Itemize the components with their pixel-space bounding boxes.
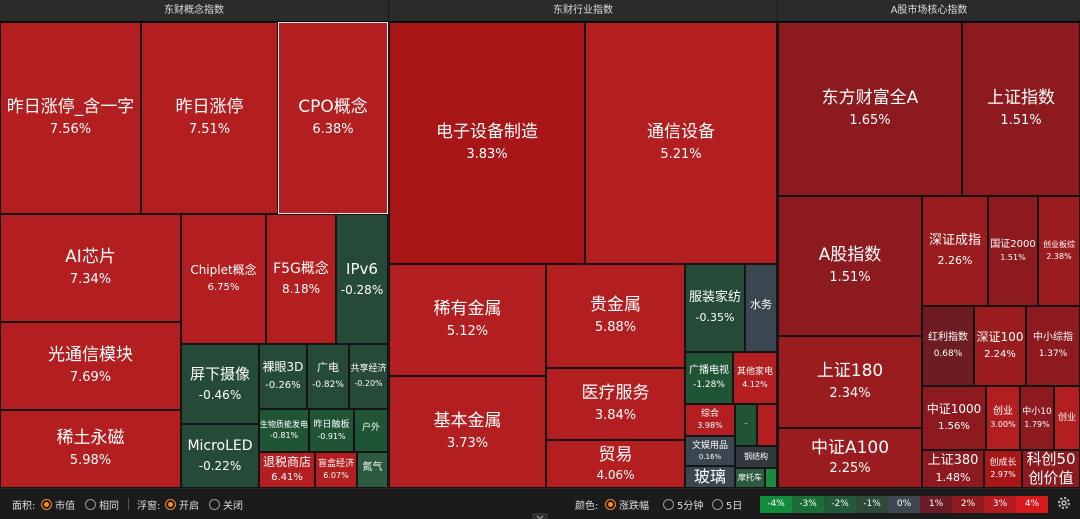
heatmap-tile[interactable]: 其他家电 4.12% bbox=[733, 352, 777, 404]
color-option-change[interactable]: 涨跌幅 bbox=[605, 496, 649, 512]
legend-swatch: 3% bbox=[984, 496, 1016, 513]
heatmap-tile[interactable] bbox=[765, 468, 777, 488]
heatmap-tile[interactable]: 水务 bbox=[745, 264, 777, 352]
heatmap-tile[interactable]: 中小10 1.79% bbox=[1020, 386, 1054, 450]
heatmap-tile[interactable]: A股指数 1.51% bbox=[778, 196, 922, 336]
radio-icon bbox=[663, 498, 674, 510]
area-option-market-cap[interactable]: 市值 bbox=[41, 496, 75, 512]
heatmap-tile[interactable]: 通信设备 5.21% bbox=[585, 22, 777, 264]
float-label: 浮窗: bbox=[137, 500, 161, 512]
heatmap-tile[interactable]: 创成长 2.97% bbox=[984, 450, 1022, 488]
heatmap-tile[interactable]: 广播电视 -1.28% bbox=[685, 352, 733, 404]
radio-selected-icon bbox=[41, 498, 52, 510]
radio-icon bbox=[712, 498, 723, 510]
heatmap-tile[interactable]: 玻璃 bbox=[685, 466, 735, 488]
heatmap-tile[interactable]: 贵金属 5.88% bbox=[546, 264, 685, 368]
heatmap-tile[interactable]: 科创50 创价值 bbox=[1022, 450, 1080, 488]
heatmap-tile[interactable]: Chiplet概念 6.75% bbox=[181, 214, 266, 344]
heatmap-tile[interactable]: MicroLED -0.22% bbox=[181, 424, 259, 488]
heatmap-tile[interactable]: 昨日涨停_含一字 7.56% bbox=[0, 22, 141, 214]
heatmap-tile[interactable]: 共享经济 -0.20% bbox=[349, 344, 388, 409]
heatmap-tile[interactable]: 屏下摄像 -0.46% bbox=[181, 344, 259, 424]
radio-icon bbox=[209, 498, 220, 510]
heatmap-tile[interactable]: 稀有金属 5.12% bbox=[389, 264, 546, 376]
heatmap-tile[interactable]: 裸眼3D -0.26% bbox=[259, 344, 307, 409]
legend-swatch: -1% bbox=[856, 496, 888, 513]
heatmap-tile[interactable]: 基本金属 3.73% bbox=[389, 376, 546, 488]
heatmap-tile[interactable]: 中小综指 1.37% bbox=[1026, 306, 1080, 386]
float-option-on[interactable]: 开启 bbox=[165, 496, 199, 512]
heatmap-tile[interactable]: 上证380 1.48% bbox=[922, 450, 984, 488]
heatmap-tile[interactable]: 广电 -0.82% bbox=[307, 344, 349, 409]
heatmap-tile[interactable]: IPv6 -0.28% bbox=[336, 214, 388, 344]
heatmap-tile[interactable]: 国证2000 1.51% bbox=[988, 196, 1038, 306]
tile-label-steel: 钢结构 bbox=[744, 452, 768, 462]
heatmap-tile[interactable]: 深证100 2.24% bbox=[974, 306, 1026, 386]
color-option-5day[interactable]: 5日 bbox=[712, 496, 742, 512]
heatmap-tile[interactable]: 电子设备制造 3.83% bbox=[389, 22, 585, 264]
radio-selected-icon bbox=[165, 498, 176, 510]
radio-selected-icon bbox=[605, 498, 616, 510]
legend-swatch: -4% bbox=[760, 496, 792, 513]
heatmap-tile[interactable]: 户外 bbox=[354, 409, 388, 452]
heatmap-tile[interactable]: 钢结构 bbox=[735, 404, 757, 446]
legend-swatch: 2% bbox=[952, 496, 984, 513]
radio-icon bbox=[85, 498, 96, 510]
heatmap-tile[interactable]: 昨日触板 -0.91% bbox=[309, 409, 354, 452]
heatmap-tile[interactable]: 退税商店 6.41% bbox=[259, 452, 315, 488]
heatmap-tile[interactable]: 中证1000 1.56% bbox=[922, 386, 986, 450]
heatmap-tile[interactable]: CPO概念 6.38% bbox=[278, 22, 388, 214]
color-label: 颜色: bbox=[575, 500, 599, 512]
heatmap-tile[interactable] bbox=[757, 404, 777, 446]
heatmap-tile[interactable]: 盲盒经济 6.07% bbox=[315, 452, 357, 488]
heatmap-tile[interactable]: 上证180 2.34% bbox=[778, 336, 922, 428]
core-panel-title: A股市场核心指数 bbox=[778, 0, 1080, 22]
heatmap-tile[interactable]: 生物质能发电 -0.81% bbox=[259, 409, 309, 452]
heatmap-tile[interactable]: 深证成指 2.26% bbox=[922, 196, 988, 306]
industry-panel: 东财行业指数 电子设备制造 3.83% 通信设备 5.21% 稀有金属 5.12% 贵… bbox=[389, 0, 777, 488]
legend-swatch: 0% bbox=[888, 496, 920, 513]
float-option-off[interactable]: 关闭 bbox=[209, 496, 243, 512]
heatmap-tile[interactable]: 贸易 4.06% bbox=[546, 440, 685, 488]
heatmap-tile[interactable]: 服装家纺 -0.35% bbox=[685, 264, 745, 352]
heatmap-tile[interactable]: 文娱用品 0.16% bbox=[685, 436, 735, 466]
heatmap-tile[interactable]: 创业 bbox=[1054, 386, 1080, 450]
heatmap-tile[interactable]: 创业板综 2.38% bbox=[1038, 196, 1080, 306]
concept-panel-title: 东财概念指数 bbox=[0, 0, 388, 22]
heatmap-tile[interactable]: AI芯片 7.34% bbox=[0, 214, 181, 322]
gear-icon[interactable] bbox=[1056, 495, 1072, 511]
chevron-down-icon bbox=[536, 515, 544, 519]
legend-swatch: -2% bbox=[824, 496, 856, 513]
concept-panel: 东财概念指数 昨日涨停_含一字 7.56% 昨日涨停 7.51% CPO概念 6.38… bbox=[0, 0, 388, 488]
heatmap-tile[interactable]: 昨日涨停 7.51% bbox=[141, 22, 278, 214]
core-panel: A股市场核心指数 东方财富全A 1.65% 上证指数 1.51% A股指数 1.51%… bbox=[778, 0, 1080, 488]
collapse-handle[interactable] bbox=[532, 513, 548, 519]
heatmap-tile[interactable]: 上证指数 1.51% bbox=[962, 22, 1080, 196]
heatmap-tile[interactable]: 氮气 bbox=[357, 452, 388, 488]
color-legend: -4% -3% -2% -1% 0% 1% 2% 3% 4% bbox=[760, 496, 1048, 513]
heatmap-tile[interactable]: 创业 3.00% bbox=[986, 386, 1020, 450]
bottom-toolbar: 面积: 市值 相同 浮窗: 开启 关闭 颜色: 涨跌幅 5分钟 5日 -4% -3… bbox=[0, 488, 1080, 519]
area-label: 面积: bbox=[12, 500, 36, 512]
legend-swatch: 1% bbox=[920, 496, 952, 513]
heatmap-tile[interactable]: 钢结构 bbox=[735, 446, 777, 468]
legend-swatch: 4% bbox=[1016, 496, 1048, 513]
heatmap-tile[interactable]: 红利指数 0.68% bbox=[922, 306, 974, 386]
industry-panel-title: 东财行业指数 bbox=[389, 0, 777, 22]
legend-swatch: -3% bbox=[792, 496, 824, 513]
heatmap-tile[interactable]: 稀土永磁 5.98% bbox=[0, 410, 181, 488]
heatmap-tile[interactable]: 摩托车 bbox=[735, 468, 765, 488]
heatmap-tile[interactable]: 综合 3.98% bbox=[685, 404, 735, 436]
heatmap-tile[interactable]: F5G概念 8.18% bbox=[266, 214, 336, 344]
heatmap-tile[interactable]: 东方财富全A 1.65% bbox=[778, 22, 962, 196]
heatmap-tile[interactable]: 医疗服务 3.84% bbox=[546, 368, 685, 440]
area-option-equal[interactable]: 相同 bbox=[85, 496, 119, 512]
heatmap-tile[interactable]: 光通信模块 7.69% bbox=[0, 322, 181, 410]
heatmap-tile[interactable]: 中证A100 2.25% bbox=[778, 428, 922, 488]
divider bbox=[128, 498, 129, 510]
color-option-5min[interactable]: 5分钟 bbox=[663, 496, 703, 512]
